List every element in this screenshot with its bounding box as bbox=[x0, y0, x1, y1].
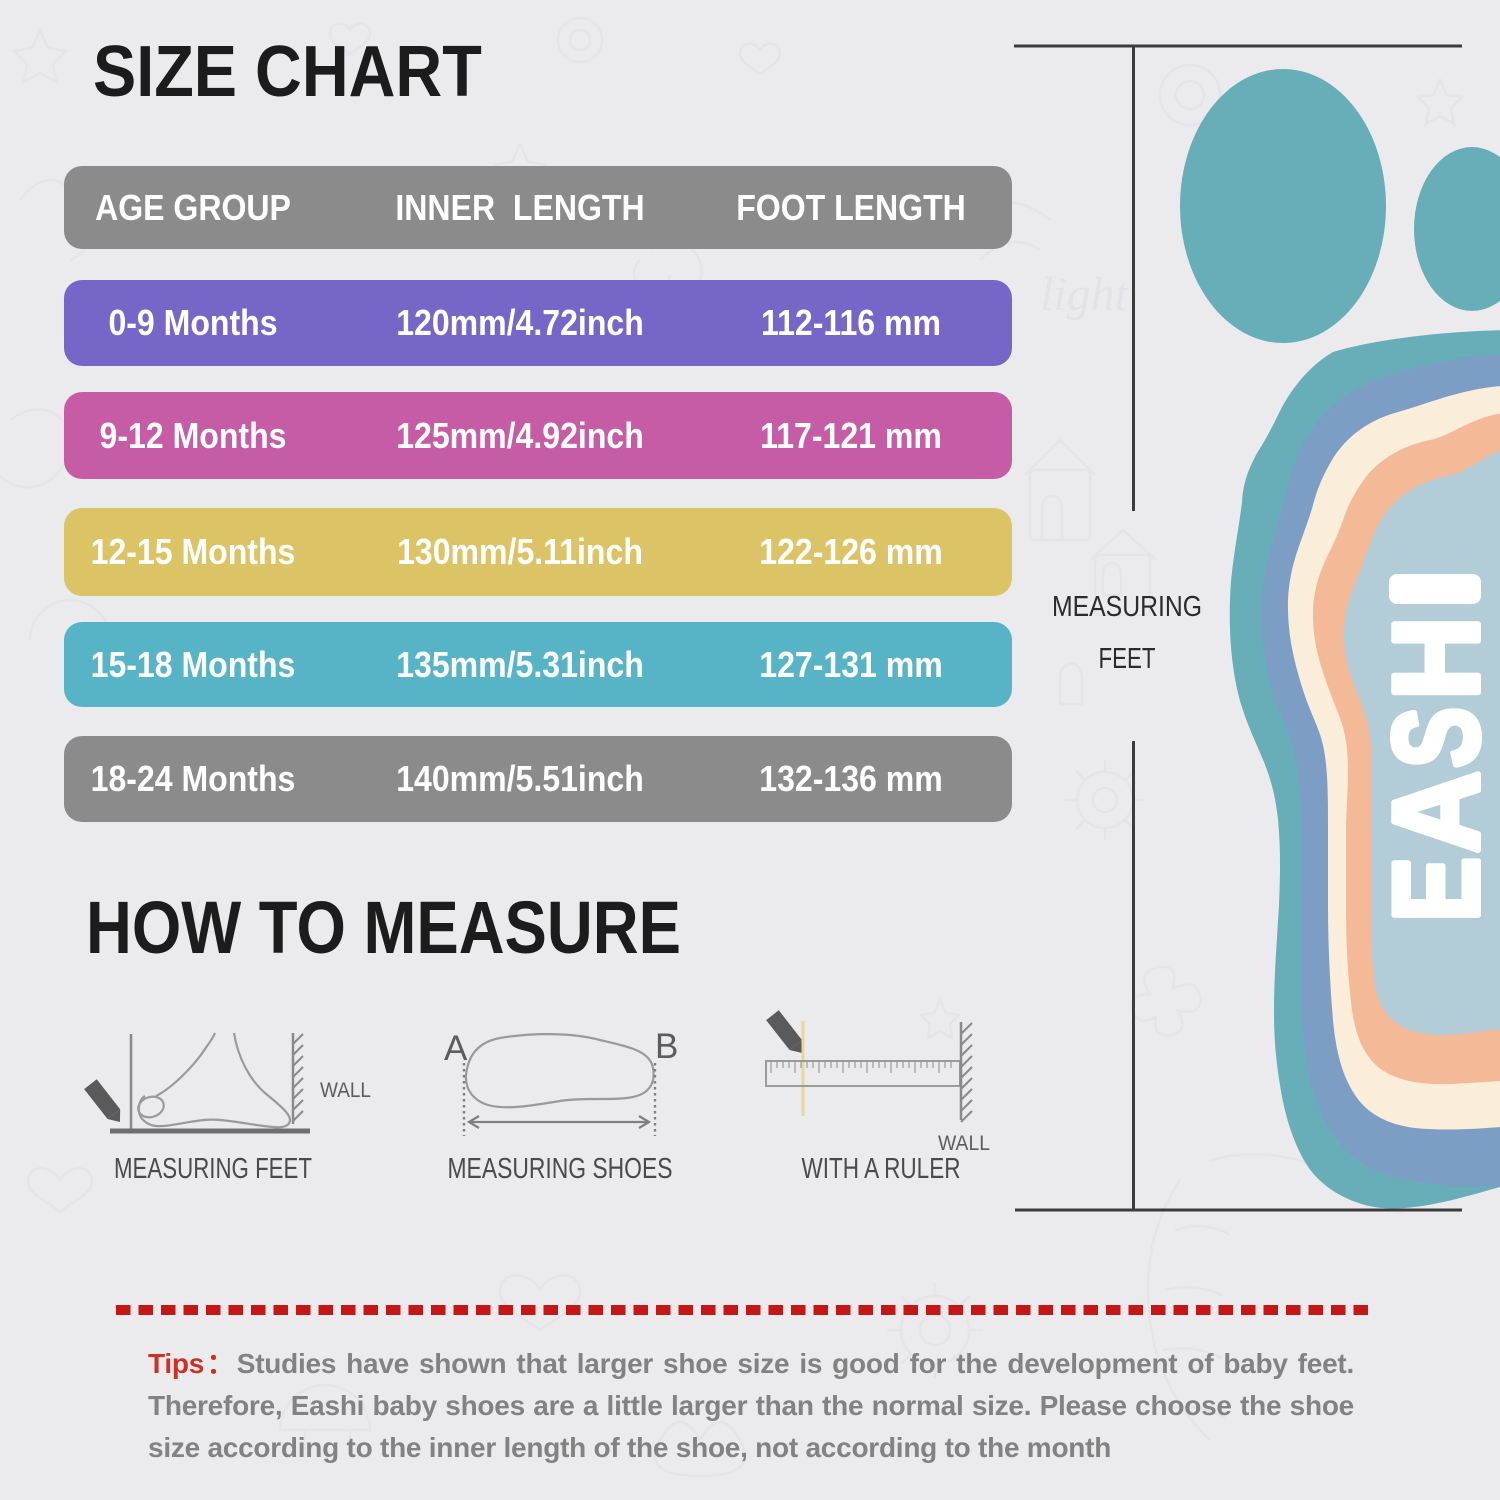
svg-text:FEET: FEET bbox=[1099, 643, 1156, 675]
svg-text:MEASURING: MEASURING bbox=[1052, 591, 1202, 623]
svg-text:H: H bbox=[1368, 616, 1500, 700]
svg-text:S: S bbox=[1367, 707, 1500, 768]
svg-text:A: A bbox=[1367, 771, 1500, 853]
svg-text:WALL: WALL bbox=[938, 1132, 990, 1155]
svg-text:MEASURING SHOES: MEASURING SHOES bbox=[448, 1153, 673, 1185]
svg-text:MEASURING FEET: MEASURING FEET bbox=[114, 1153, 312, 1185]
svg-text:light: light bbox=[1040, 268, 1130, 321]
svg-text:B: B bbox=[655, 1027, 678, 1066]
svg-text:WITH A RULER: WITH A RULER bbox=[802, 1153, 961, 1185]
svg-text:WALL: WALL bbox=[320, 1079, 371, 1102]
svg-text:A: A bbox=[444, 1029, 468, 1068]
svg-text:E: E bbox=[1369, 857, 1500, 922]
